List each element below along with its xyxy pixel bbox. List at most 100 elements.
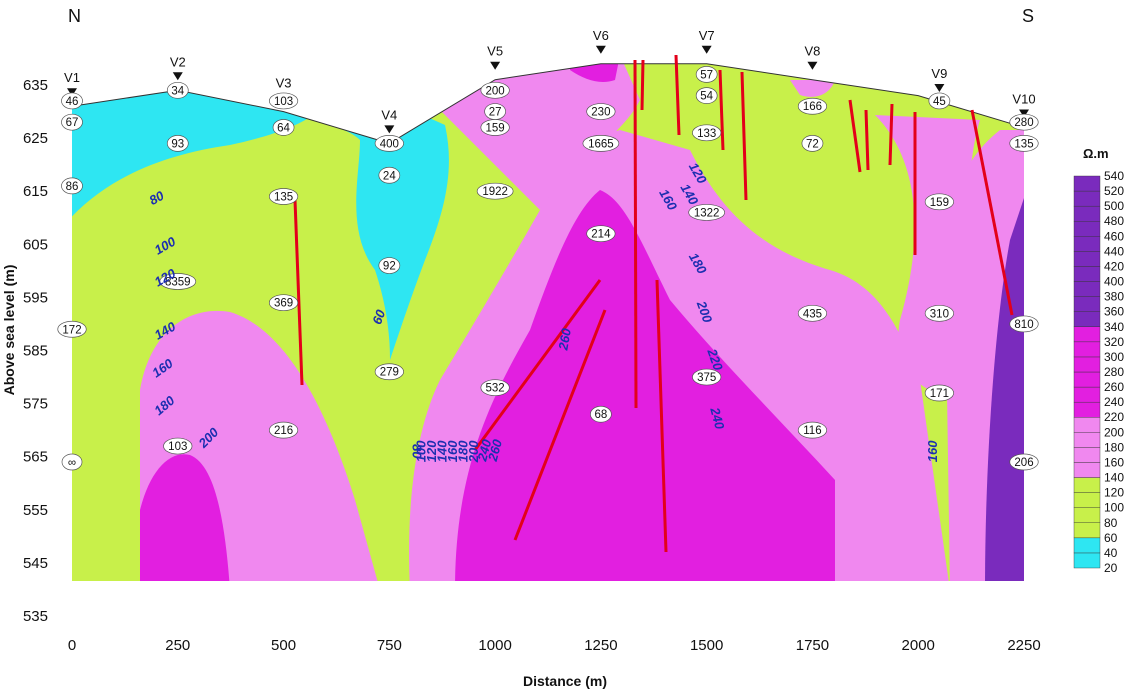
x-tick-label: 2250: [1007, 637, 1040, 654]
colorbar-swatch: [1073, 266, 1101, 282]
y-tick-label: 565: [23, 449, 48, 466]
x-axis-label: Distance (m): [523, 673, 607, 689]
colorbar-swatch: [1073, 296, 1101, 312]
fault-line: [970, 109, 1014, 316]
resistivity-label: 103: [274, 96, 293, 108]
y-tick-label: 575: [23, 396, 48, 413]
x-axis: 0 250 500 750 1000 1250 1500 1750 2000 2250: [68, 637, 1041, 654]
colorbar-swatch: [1073, 507, 1101, 523]
station-label: V2: [170, 54, 186, 69]
colorbar-tick-label: 40: [1104, 546, 1118, 560]
contour-label: 260: [485, 437, 506, 464]
resistivity-label-bg: [1009, 113, 1039, 131]
resistivity-label: ∞: [68, 457, 76, 469]
resistivity-label-bg: [1009, 135, 1039, 152]
resistivity-label: 166: [803, 101, 822, 113]
resistivity-label-bg: [586, 225, 616, 243]
colorbar-swatch: [1073, 537, 1101, 554]
colorbar-tick-label: 20: [1104, 561, 1118, 575]
contour-label: 200: [466, 440, 481, 463]
contour-label: 160: [925, 440, 940, 462]
colorbar-tick-label: 420: [1104, 259, 1124, 273]
colorbar-swatch: [1073, 552, 1101, 569]
resistivity-label: 103: [168, 441, 187, 453]
colorbar-swatch: [1073, 236, 1101, 252]
contour-label: 100: [413, 440, 428, 462]
direction-north: N: [68, 6, 81, 26]
station-marker: [67, 88, 77, 97]
colorbar-tick-label: 100: [1104, 501, 1124, 515]
resistivity-label-bg: [692, 368, 722, 386]
resistivity-label-bg: [268, 92, 299, 110]
contour-label: 160: [445, 440, 460, 462]
colorbar-swatch: [1073, 281, 1101, 297]
contour-label: 180: [456, 440, 471, 462]
colorbar-swatch: [1073, 432, 1101, 448]
fault-line: [864, 109, 870, 171]
resistivity-label-bg: [61, 453, 83, 471]
resistivity-label-bg: [61, 113, 83, 131]
resistivity-label-bg: [480, 119, 510, 136]
resistivity-label-bg: [1009, 315, 1039, 333]
station-marker: [384, 125, 395, 134]
y-tick-label: 635: [23, 77, 48, 94]
colorbar-swatch: [1073, 492, 1101, 508]
resistivity-label: 135: [274, 192, 293, 204]
fault-line: [640, 59, 645, 111]
resistivity-label: 8359: [165, 276, 191, 288]
resistivity-label-bg: [166, 135, 189, 152]
resistivity-label-bg: [590, 405, 612, 423]
station-label: V5: [487, 44, 503, 59]
resistivity-label: 67: [66, 117, 79, 129]
resistivity-label: 369: [274, 298, 293, 310]
contour-label: 80: [410, 444, 425, 459]
colorbar-swatch: [1073, 311, 1101, 327]
colorbar-tick-label: 440: [1104, 244, 1124, 258]
resistivity-label-bg: [476, 182, 514, 200]
resistivity-label: 230: [591, 107, 610, 119]
resistivity-label-bg: [797, 97, 828, 115]
resistivity-label: 435: [803, 308, 822, 320]
resistivity-label-bg: [688, 204, 726, 221]
y-tick-label: 545: [23, 555, 48, 572]
colorbar-swatch: [1073, 522, 1101, 539]
resistivity-label-bg: [924, 384, 954, 402]
colorbar-title: Ω.m: [1083, 146, 1109, 161]
colorbar-tick-label: 400: [1104, 275, 1124, 289]
resistivity-label: 86: [66, 181, 79, 193]
station-marker: [595, 45, 606, 54]
y-tick-label: 615: [23, 183, 48, 200]
colorbar-swatch: [1073, 401, 1101, 418]
y-axis: 535 545 555 565 575 585 595 605 615 625 635: [23, 77, 48, 625]
colorbar-tick-label: 120: [1104, 486, 1124, 500]
x-tick-label: 1000: [478, 637, 511, 654]
colorbar-tick-label: 80: [1104, 516, 1118, 530]
colorbar-tick-label: 240: [1104, 395, 1124, 409]
resistivity-label-bg: [163, 437, 193, 455]
colorbar-tick-label: 180: [1104, 440, 1124, 454]
contour-label: 140: [434, 440, 449, 462]
resistivity-label: 133: [697, 128, 716, 140]
resistivity-label: 279: [380, 367, 399, 379]
resistivity-label-bg: [378, 257, 401, 274]
contour-label: 120: [424, 440, 439, 462]
resistivity-label-bg: [801, 135, 824, 152]
colorbar-tick-label: 520: [1104, 184, 1124, 198]
x-tick-label: 0: [68, 637, 76, 654]
colorbar-tick-label: 300: [1104, 350, 1124, 364]
resistivity-label: 214: [591, 229, 611, 241]
resistivity-label: 810: [1014, 319, 1033, 331]
resistivity-label: 172: [62, 324, 81, 336]
y-tick-label: 625: [23, 130, 48, 147]
resistivity-label-bg: [268, 188, 299, 205]
resistivity-value-labels: 46 67 86 172 ∞ 34 93 8359 103 103 64 135 369 216 400 24…: [57, 66, 1039, 471]
ground-surface-line: [71, 63, 1025, 144]
resistivity-label: 532: [486, 383, 505, 395]
station-label: V7: [699, 28, 715, 43]
resistivity-label-bg: [159, 273, 197, 290]
colorbar-tick-label: 260: [1104, 380, 1124, 394]
resistivity-label: 116: [803, 425, 821, 437]
resistivity-label: 24: [383, 170, 396, 182]
